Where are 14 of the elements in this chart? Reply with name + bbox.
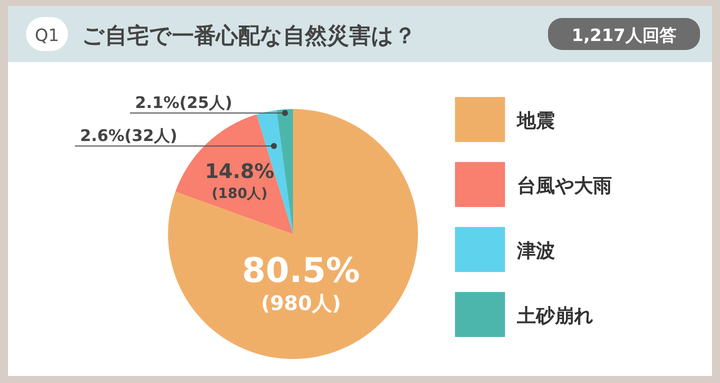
data-label: 14.8%(180人)	[204, 158, 274, 202]
legend-label: 台風や大雨	[517, 175, 612, 197]
data-label: 80.5%(980人)	[242, 251, 360, 315]
text: 1,217人回答	[572, 26, 676, 46]
data-label: 2.6%(32人)	[80, 126, 178, 146]
pie-slice	[175, 114, 293, 234]
pie-slice	[168, 109, 418, 359]
legend-label: 地震	[516, 110, 555, 132]
text: Q1	[34, 26, 60, 46]
legend-label: 土砂崩れ	[516, 305, 593, 327]
legend-label: 津波	[516, 240, 555, 262]
chart-title: ご自宅で一番心配な自然災害は？	[82, 23, 416, 49]
pie-slice	[276, 109, 293, 234]
data-label: 2.1%(25人)	[135, 93, 232, 112]
